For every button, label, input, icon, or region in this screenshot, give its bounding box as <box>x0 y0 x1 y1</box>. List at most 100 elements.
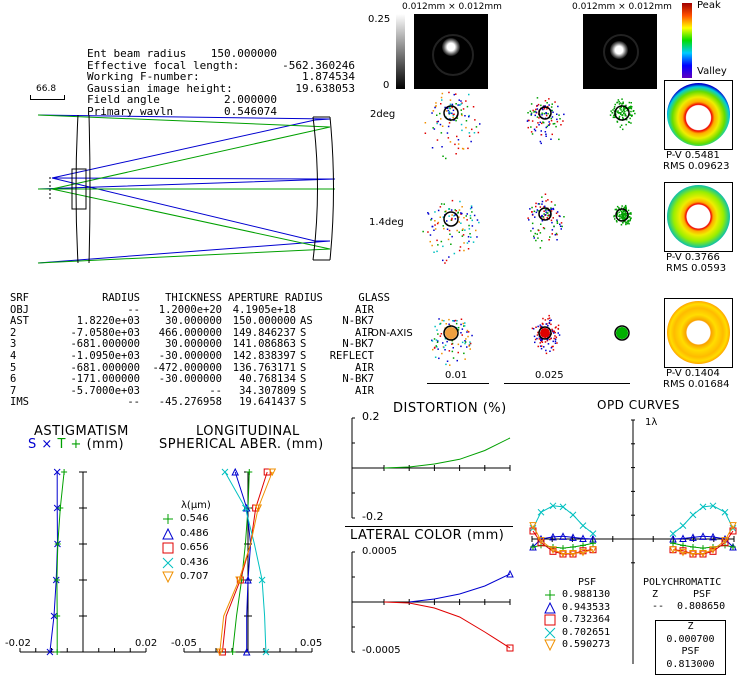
spot-point <box>556 239 558 241</box>
spot-point <box>469 233 471 235</box>
spot-point <box>554 342 557 344</box>
system-info-value: 150.000000 <box>210 47 277 60</box>
spot-point <box>560 124 562 126</box>
spot-point <box>554 340 557 342</box>
spot-point <box>453 215 455 217</box>
spot-point <box>552 330 554 333</box>
spot-point <box>449 99 452 101</box>
spot-point <box>624 214 626 216</box>
spot-point <box>622 128 624 131</box>
spot-point <box>467 331 470 333</box>
poly-box: Z 0.000700 PSF 0.813000 <box>655 620 726 675</box>
spot-point <box>535 211 538 214</box>
spot-point <box>471 211 473 213</box>
spot-point <box>448 318 450 321</box>
spot-scale-bar-2 <box>504 383 630 384</box>
spot-point <box>543 218 545 220</box>
spot-point <box>552 217 554 219</box>
spot-point <box>622 116 624 119</box>
spot-point <box>452 116 454 119</box>
spot-point <box>621 98 623 100</box>
system-info-row: Effective focal length: -562.360246 <box>87 59 355 72</box>
spot-point <box>463 242 465 244</box>
spot-point <box>456 359 458 362</box>
spot-point <box>551 208 553 210</box>
spot-point <box>545 200 547 202</box>
spot-point <box>447 125 450 128</box>
box-z-value: 0.000700 <box>666 633 715 645</box>
spot-point <box>535 239 537 242</box>
spot-point <box>536 209 539 211</box>
spot-point <box>456 135 458 138</box>
spot-point <box>630 106 632 108</box>
spot-point <box>622 101 624 103</box>
spot-point <box>445 110 448 112</box>
spot-point <box>440 96 443 99</box>
astig-subtitle: S × T + (mm) <box>28 437 124 452</box>
table-row: 5 -681.000000 -472.000000 136.763171 S AIR <box>10 362 390 374</box>
spot-point <box>545 323 547 325</box>
spot-point <box>466 346 468 348</box>
spot-point <box>456 229 458 232</box>
spot-point <box>616 121 619 123</box>
table-cell: -- <box>209 384 222 397</box>
spot-point <box>462 108 465 110</box>
spot-point <box>536 108 539 110</box>
spot-point <box>452 109 455 112</box>
spot-point <box>541 341 544 343</box>
spot-point <box>616 215 618 217</box>
system-info-value: 2.000000 <box>224 93 277 106</box>
spot-point <box>449 233 451 235</box>
table-cell: S <box>300 384 307 397</box>
table-cell: S <box>300 326 307 339</box>
spot-point <box>530 113 533 116</box>
table-header-cell: SRF <box>10 292 29 304</box>
system-info-value: 1.874534 <box>302 70 355 83</box>
spot-point <box>626 222 629 225</box>
spot-point <box>538 203 541 205</box>
spot-point <box>457 326 460 329</box>
spot-point <box>529 110 532 112</box>
spot-point <box>462 228 464 230</box>
spot-point <box>434 228 437 230</box>
spot-diagram <box>527 193 565 249</box>
table-cell: -472.000000 <box>152 361 222 374</box>
table-cell: S <box>300 373 307 386</box>
table-cell: S <box>300 349 307 362</box>
spot-point <box>534 338 537 341</box>
spot-point <box>550 106 553 108</box>
spot-point <box>442 216 445 218</box>
spot-point <box>549 350 551 352</box>
spot-point <box>461 129 463 132</box>
spot-point <box>442 342 444 344</box>
spot-point <box>455 119 457 122</box>
spot-point <box>613 116 616 118</box>
spot-point <box>462 234 465 236</box>
spot-point <box>468 228 471 230</box>
spot-point <box>533 237 535 239</box>
spot-point <box>463 325 466 327</box>
spot-point <box>618 211 620 214</box>
table-cell: 34.307809 <box>239 384 296 397</box>
spot-point <box>630 212 632 214</box>
system-info-label: Primary wavln <box>87 104 174 118</box>
spot-point <box>627 222 630 224</box>
corrector-surface-1 <box>75 114 79 264</box>
spot-point <box>547 199 549 201</box>
spot-point <box>558 138 560 141</box>
spot-point <box>441 352 443 355</box>
spot-point <box>461 235 464 237</box>
spot-point <box>471 225 474 227</box>
airy-disk <box>615 208 629 222</box>
spot-point <box>474 119 476 121</box>
spot-point <box>449 112 452 114</box>
spot-point <box>625 104 627 107</box>
spot-point <box>445 157 447 160</box>
spot-point <box>458 249 461 252</box>
spot-point <box>470 236 472 238</box>
table-cell: -171.000000 <box>70 373 140 386</box>
spot-diagram <box>424 91 481 160</box>
spot-point <box>469 343 471 346</box>
spot-point <box>447 109 449 112</box>
spot-point <box>536 105 538 107</box>
